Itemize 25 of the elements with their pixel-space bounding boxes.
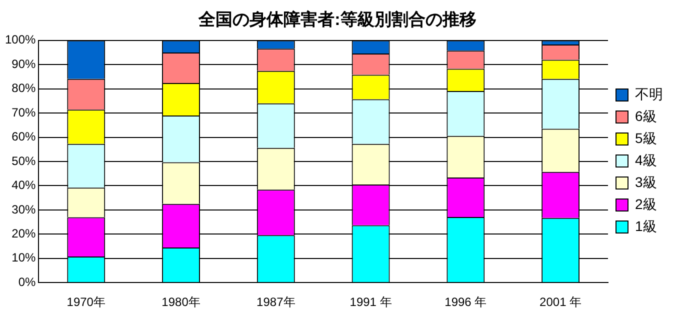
legend-label: 4級 <box>635 152 657 168</box>
x-tick-label: 1991 年 <box>350 295 392 310</box>
y-tick-label: 30% <box>12 202 36 216</box>
y-tick-label: 60% <box>12 130 36 144</box>
y-tick-label: 20% <box>12 226 36 240</box>
y-tick-label: 70% <box>12 105 36 120</box>
y-tick-label: 50% <box>12 154 36 168</box>
legend-label: 2級 <box>635 196 657 212</box>
y-tick-label: 80% <box>12 81 36 96</box>
x-tick-label: 1980年 <box>162 295 200 310</box>
y-tick-label: 100% <box>4 32 36 47</box>
x-tick-label: 1996 年 <box>444 295 487 310</box>
y-tick-label: 0% <box>18 274 36 289</box>
legend-label: 1級 <box>635 218 657 234</box>
x-tick-label: 1987年 <box>256 295 296 310</box>
legend-label: 6級 <box>635 108 657 124</box>
x-tick-label: 1970年 <box>66 295 106 310</box>
y-tick-label: 90% <box>12 56 36 71</box>
chart-title: 全国の身体障害者:等級別割合の推移 <box>198 10 476 29</box>
legend-label: 不明 <box>635 86 663 102</box>
x-tick-label: 2001 年 <box>540 295 582 310</box>
y-tick-label: 40% <box>12 178 36 192</box>
y-tick-label: 10% <box>12 250 36 265</box>
legend-label: 3級 <box>635 174 657 190</box>
legend-label: 5級 <box>635 130 657 146</box>
